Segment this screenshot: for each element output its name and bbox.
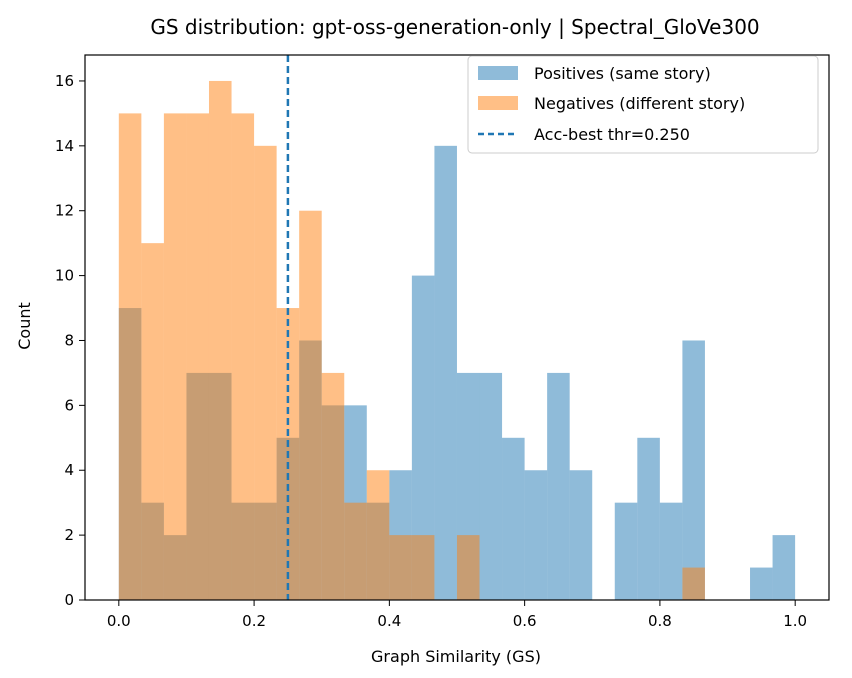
negatives-bar <box>344 502 367 600</box>
positives-bar <box>547 372 570 600</box>
negatives-bar <box>321 372 345 600</box>
y-tick-label: 10 <box>55 267 74 285</box>
positives-bar <box>682 340 705 600</box>
x-tick-label: 0.0 <box>107 612 131 630</box>
negatives-bar <box>456 535 480 600</box>
positives-bar <box>524 470 548 600</box>
y-tick-label: 4 <box>64 461 74 479</box>
positives-bar <box>772 535 796 600</box>
negatives-bar <box>231 113 255 601</box>
y-axis-label: Count <box>15 302 34 350</box>
legend-swatch-positives <box>478 66 518 80</box>
negatives-bar <box>682 567 705 600</box>
chart-title: GS distribution: gpt-oss-generation-only… <box>150 15 759 39</box>
y-tick-label: 0 <box>64 591 74 609</box>
plot-frame <box>84 54 830 601</box>
y-tick-label: 12 <box>55 202 74 220</box>
negatives-bar <box>389 535 412 600</box>
legend: Positives (same story) Negatives (differ… <box>467 55 819 154</box>
legend-swatch-negatives <box>478 96 518 110</box>
y-tick-label: 16 <box>55 72 74 90</box>
x-axis-label: Graph Similarity (GS) <box>371 647 541 666</box>
x-axis: 0.0 0.2 0.4 0.6 0.8 1.0 <box>107 600 807 630</box>
negatives-bar <box>118 113 142 601</box>
positives-bar <box>637 437 660 600</box>
negatives-bar <box>366 470 390 600</box>
y-axis: 0 2 4 6 8 10 12 14 16 <box>55 72 85 609</box>
negatives-bar <box>254 145 277 601</box>
y-tick-label: 14 <box>55 137 74 155</box>
y-tick-label: 2 <box>64 526 74 544</box>
negatives-bar <box>163 113 187 601</box>
legend-label-negatives: Negatives (different story) <box>534 94 745 113</box>
x-tick-label: 0.8 <box>648 612 672 630</box>
bars-layer <box>118 80 796 601</box>
positives-bar <box>502 437 525 600</box>
positives-bar <box>659 502 683 600</box>
legend-label-threshold: Acc-best thr=0.250 <box>534 125 690 144</box>
negatives-bar <box>411 535 435 600</box>
positives-bar <box>750 567 773 600</box>
positives-bar <box>434 145 457 601</box>
negatives-bar <box>208 80 232 600</box>
positives-bar <box>411 275 435 600</box>
negatives-bar <box>186 113 209 601</box>
positives-bar <box>479 372 503 600</box>
negatives-bar <box>299 210 322 600</box>
negatives-bar <box>141 243 164 600</box>
y-tick-label: 8 <box>64 331 74 349</box>
positives-bar <box>614 502 638 600</box>
x-tick-label: 0.6 <box>513 612 537 630</box>
x-tick-label: 1.0 <box>783 612 807 630</box>
x-tick-label: 0.4 <box>377 612 401 630</box>
x-tick-label: 0.2 <box>242 612 266 630</box>
y-tick-label: 6 <box>64 396 74 414</box>
positives-bar <box>569 470 593 600</box>
legend-label-positives: Positives (same story) <box>534 64 711 83</box>
legend-box <box>467 55 819 154</box>
